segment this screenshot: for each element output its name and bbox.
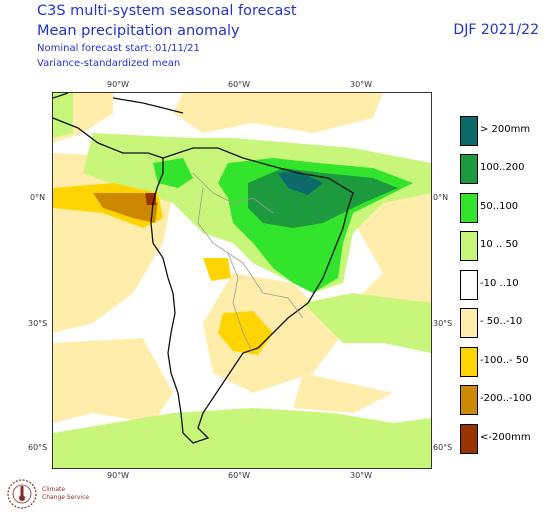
method-text: Variance-standardized mean <box>37 58 181 69</box>
bottom-lon-label-90w: 90°W <box>107 471 130 480</box>
coastline-caribbean <box>112 97 184 114</box>
right-lat-label-30s: 30°S <box>433 319 453 328</box>
wet-light-zone-northwest <box>53 93 73 138</box>
forecast-start-text: Nominal forecast start: 01/11/21 <box>37 43 200 54</box>
left-lat-label-0n: 0°N <box>30 193 46 202</box>
legend-item: 100..200 <box>460 154 545 184</box>
legend-label: 100..200 <box>480 162 525 173</box>
right-lat-label-0n: 0°N <box>433 193 449 202</box>
legend-label: <-200mm <box>480 432 531 443</box>
bottom-lon-label-30w: 30°W <box>350 471 373 480</box>
legend-label: -200..-100 <box>480 393 532 404</box>
legend-swatch-minus-200-100 <box>460 385 478 415</box>
precipitation-anomaly-map <box>52 92 432 469</box>
legend-item: -200..-100 <box>460 385 545 415</box>
wet-extreme-zone <box>278 171 323 195</box>
dry-light-zone-sw <box>53 338 173 423</box>
dry-light-zone-se <box>293 373 393 413</box>
wet-light-zone-southeast <box>303 293 431 353</box>
season-period-label: DJF 2021/22 <box>453 22 539 38</box>
chart-title-line1: C3S multi-system seasonal forecast <box>37 3 297 19</box>
legend-item: 50..100 <box>460 193 545 223</box>
dry-strong-zone <box>93 193 158 223</box>
legend-item: <-200mm <box>460 424 545 454</box>
legend-item: > 200mm <box>460 116 545 146</box>
thermometer-globe-icon <box>7 479 37 509</box>
logo-line2: Change Service <box>42 494 90 501</box>
legend-label: 10 .. 50 <box>480 239 519 250</box>
top-lon-label-30w: 30°W <box>350 80 373 89</box>
legend-label: 50..100 <box>480 201 519 212</box>
legend-item: 10 .. 50 <box>460 231 545 261</box>
legend-swatch-50-100 <box>460 193 478 223</box>
border-lines-north <box>192 172 274 264</box>
dry-moderate-zone-bolivia <box>203 258 231 281</box>
coastline-south-america <box>150 147 354 444</box>
legend-swatch-above-200 <box>460 116 478 146</box>
right-lat-label-60s: 60°S <box>433 443 453 452</box>
wet-light-zone-southern-ocean <box>53 408 431 468</box>
legend-item: - 50..-10 <box>460 308 545 338</box>
legend-swatch-minus-100-50 <box>460 347 478 377</box>
legend-swatch-below-200 <box>460 424 478 454</box>
dry-light-zone-north <box>173 93 383 133</box>
legend-swatch-100-200 <box>460 154 478 184</box>
copernicus-logo: Climate Change Service <box>4 474 114 514</box>
legend-label: -100..- 50 <box>480 355 529 366</box>
top-lon-label-60w: 60°W <box>228 80 251 89</box>
left-lat-label-30s: 30°S <box>28 319 48 328</box>
chart-title-line2: Mean precipitation anomaly <box>37 23 240 39</box>
dry-moderate-zone-argentina <box>218 311 273 355</box>
border-lines-south <box>227 252 304 354</box>
legend-item: -10 ..10 <box>460 270 545 300</box>
bottom-lon-label-60w: 60°W <box>228 471 251 480</box>
left-lat-label-60s: 60°S <box>28 443 48 452</box>
logo-line1: Climate <box>42 486 66 493</box>
coastline-north-america <box>53 117 164 159</box>
legend-label: > 200mm <box>480 124 531 135</box>
legend-swatch-neutral <box>460 270 478 300</box>
legend-swatch-minus-50-10 <box>460 308 478 338</box>
coastline-greenland-tip <box>53 93 69 99</box>
legend-label: - 50..-10 <box>480 316 523 327</box>
top-lon-label-90w: 90°W <box>107 80 130 89</box>
map-svg <box>53 93 431 468</box>
legend-label: -10 ..10 <box>480 278 519 289</box>
legend-item: -100..- 50 <box>460 347 545 377</box>
legend-swatch-10-50 <box>460 231 478 261</box>
